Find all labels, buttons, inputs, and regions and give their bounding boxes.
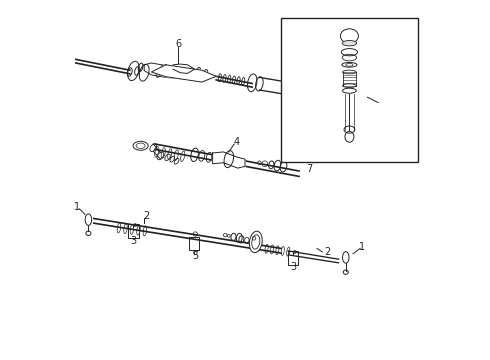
Bar bbox=[189, 237, 199, 250]
Text: 3: 3 bbox=[130, 236, 136, 246]
Bar bbox=[281, 18, 418, 162]
Text: 1: 1 bbox=[74, 202, 79, 212]
Text: 4: 4 bbox=[234, 137, 240, 147]
Text: 7: 7 bbox=[307, 164, 313, 174]
Ellipse shape bbox=[341, 29, 358, 43]
Polygon shape bbox=[151, 65, 216, 82]
Text: 2: 2 bbox=[325, 247, 331, 257]
Text: 5: 5 bbox=[192, 251, 198, 261]
Text: 2: 2 bbox=[143, 211, 149, 221]
Polygon shape bbox=[213, 152, 245, 168]
Bar bbox=[288, 251, 298, 265]
Text: 6: 6 bbox=[175, 39, 181, 49]
Bar bbox=[128, 224, 139, 238]
Text: 1: 1 bbox=[359, 242, 365, 252]
Text: 8: 8 bbox=[381, 99, 387, 109]
Ellipse shape bbox=[249, 231, 262, 253]
Ellipse shape bbox=[342, 41, 357, 46]
Text: 3: 3 bbox=[290, 262, 296, 273]
